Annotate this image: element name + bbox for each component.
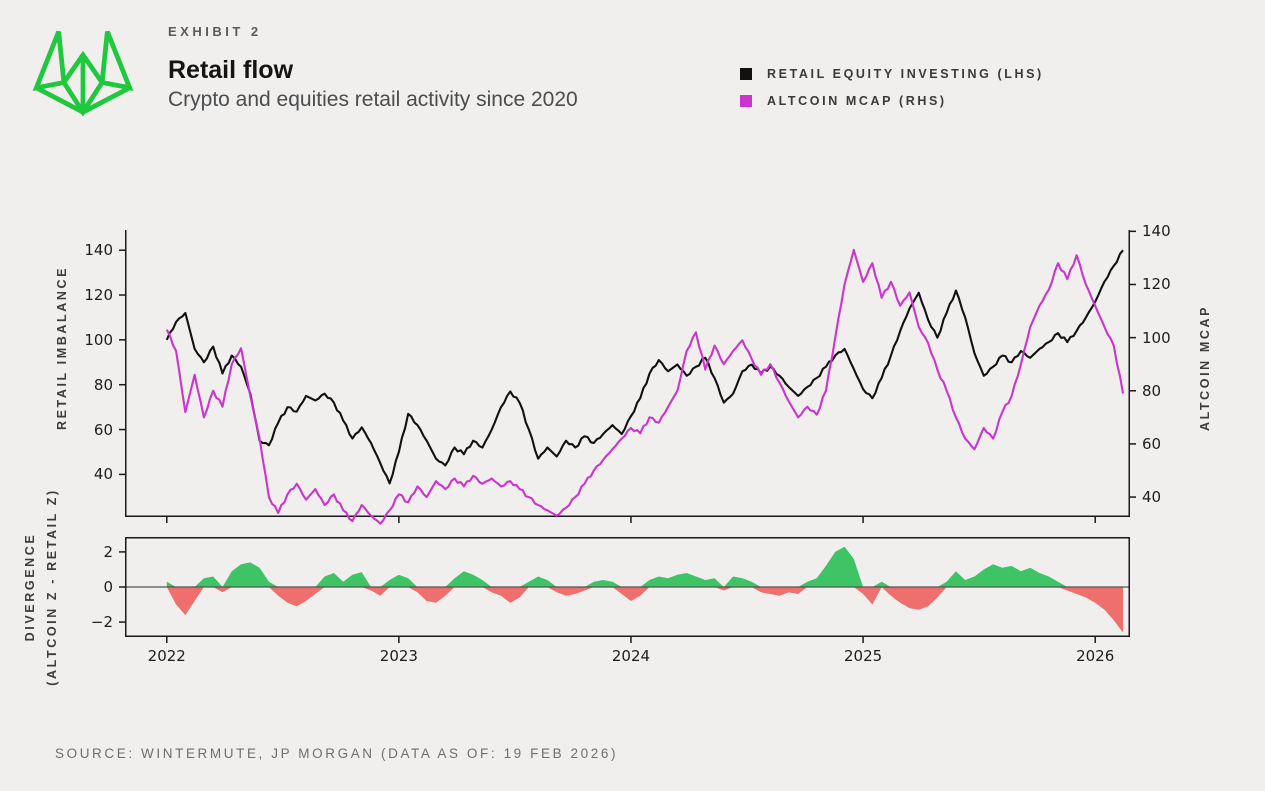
main-chart [119, 230, 1136, 525]
tick-label: 80 [1142, 381, 1162, 400]
divergence-axis-title-line1: DIVERGENCE [23, 532, 37, 642]
legend-label: RETAIL EQUITY INVESTING (LHS) [767, 66, 1044, 81]
tick-label: 140 [1142, 222, 1171, 241]
right-axis-title: ALTCOIN MCAP [1198, 304, 1212, 432]
divergence-axis-title-line2: (ALTCOIN Z - RETAIL Z) [45, 488, 59, 686]
tick-label: 100 [84, 330, 113, 349]
tick-label: 2026 [1076, 647, 1115, 665]
tick-label: 2 [103, 542, 113, 561]
altcoin-mcap-line [165, 248, 1125, 525]
tick-label: 2023 [379, 647, 418, 665]
tick-label: 0 [103, 578, 113, 596]
legend-swatch-magenta [740, 94, 752, 107]
page-title: Retail flow [168, 56, 294, 84]
tick-label: −2 [90, 613, 113, 632]
retail-equity-line [165, 249, 1124, 485]
legend-label: ALTCOIN MCAP (RHS) [767, 93, 947, 108]
source-note: SOURCE: WINTERMUTE, JP MORGAN (DATA AS O… [55, 746, 619, 761]
tick-label: 80 [93, 375, 113, 394]
tick-label: 60 [1142, 434, 1162, 453]
tick-label: 40 [93, 465, 113, 484]
legend-item-altcoin-mcap: ALTCOIN MCAP (RHS) [740, 87, 1044, 114]
left-axis-title: RETAIL IMBALANCE [55, 265, 69, 431]
legend: RETAIL EQUITY INVESTING (LHS) ALTCOIN MC… [740, 60, 1044, 114]
tick-label: 140 [84, 241, 113, 260]
tick-label: 2022 [147, 647, 186, 665]
divergence-positive-area [166, 546, 1124, 587]
legend-swatch-black [740, 67, 752, 80]
divergence-negative-area [166, 587, 1124, 633]
page-subtitle: Crypto and equities retail activity sinc… [168, 88, 578, 111]
tick-label: 2024 [611, 647, 651, 665]
tick-label: 40 [1142, 488, 1162, 507]
exhibit-label: EXHIBIT 2 [168, 24, 262, 39]
tick-label: 120 [84, 286, 113, 305]
wintermute-logo-icon [32, 30, 134, 117]
tick-label: 2025 [843, 647, 883, 665]
divergence-chart [119, 537, 1130, 643]
tick-label: 60 [93, 420, 113, 439]
legend-item-retail-equity: RETAIL EQUITY INVESTING (LHS) [740, 60, 1044, 87]
tick-label: 100 [1142, 328, 1171, 347]
tick-label: 120 [1142, 275, 1171, 294]
